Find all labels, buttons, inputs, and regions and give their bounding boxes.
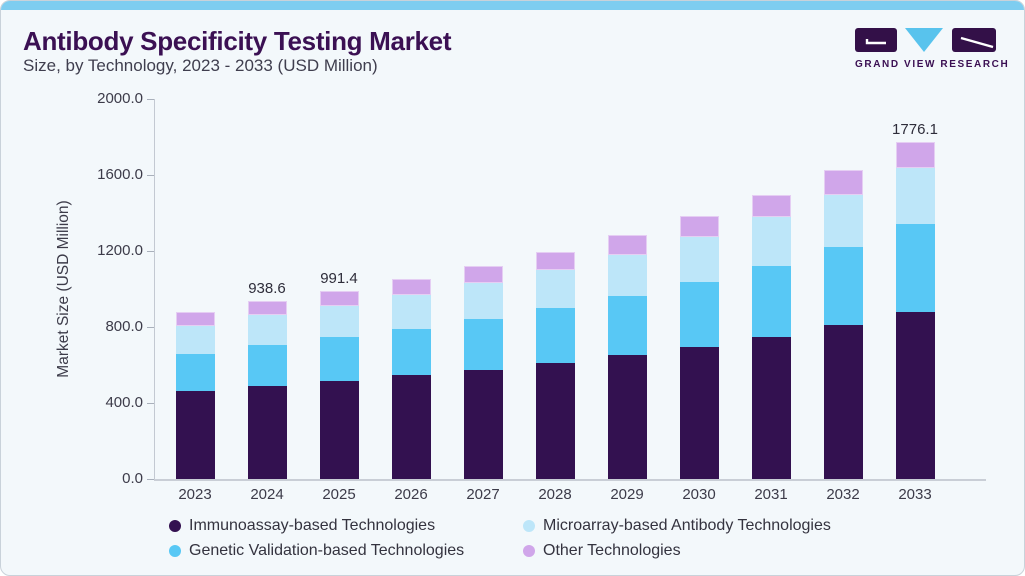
bar-segment-2024-other-technologies <box>247 300 287 316</box>
bar-segment-2028-microarray-based-antibody-technologies <box>535 270 575 309</box>
bar-segment-2030-genetic-validation-based-technologies <box>679 281 719 348</box>
x-tick-label-2024: 2024 <box>250 486 284 503</box>
legend-item-genetic-validation-based-technologies: Genetic Validation-based Technologies <box>169 541 464 560</box>
x-tick-label-2023: 2023 <box>178 486 212 503</box>
bar-segment-2030-other-technologies <box>679 216 719 238</box>
bar-segment-2024-microarray-based-antibody-technologies <box>247 315 287 345</box>
y-tick-label: 0.0 <box>122 470 143 487</box>
chart-title: Antibody Specificity Testing Market <box>23 26 452 56</box>
bar-segment-2031-other-technologies <box>751 194 791 218</box>
x-tick-label-2029: 2029 <box>610 486 644 503</box>
y-tick-mark <box>147 251 154 252</box>
bar-segment-2025-other-technologies <box>319 290 359 307</box>
x-tick-label-2032: 2032 <box>826 486 860 503</box>
chart-subtitle: Size, by Technology, 2023 - 2033 (USD Mi… <box>23 56 378 75</box>
legend-label: Other Technologies <box>543 542 681 559</box>
bar-segment-2031-genetic-validation-based-technologies <box>751 265 791 337</box>
bar-segment-2029-other-technologies <box>607 234 647 256</box>
bar-segment-2032-other-technologies <box>823 169 863 195</box>
bar-segment-2033-other-technologies <box>895 141 935 169</box>
bar-segment-2031-immunoassay-based-technologies <box>751 336 791 479</box>
y-tick-label: 400.0 <box>105 394 143 411</box>
bar-segment-2024-immunoassay-based-technologies <box>247 385 287 479</box>
bar-segment-2028-genetic-validation-based-technologies <box>535 308 575 364</box>
legend-item-microarray-based-antibody-technologies: Microarray-based Antibody Technologies <box>523 516 831 535</box>
bar-segment-2033-immunoassay-based-technologies <box>895 312 935 479</box>
bar-segment-2024-genetic-validation-based-technologies <box>247 344 287 386</box>
bar-total-label: 991.4 <box>320 269 358 287</box>
x-tick-label-2026: 2026 <box>394 486 428 503</box>
legend-label: Immunoassay-based Technologies <box>189 517 436 534</box>
legend-label: Microarray-based Antibody Technologies <box>543 517 831 534</box>
bar-segment-2032-genetic-validation-based-technologies <box>823 246 863 326</box>
y-axis-line <box>154 99 155 479</box>
y-tick-mark <box>147 479 154 480</box>
y-tick-label: 1600.0 <box>97 166 143 183</box>
bar-segment-2028-other-technologies <box>535 251 575 271</box>
legend-dot-genetic-validation-based-technologies <box>169 544 181 557</box>
bar-segment-2026-microarray-based-antibody-technologies <box>391 294 431 329</box>
y-tick-mark <box>147 99 154 100</box>
legend-dot-immunoassay-based-technologies <box>169 519 181 532</box>
bar-segment-2025-immunoassay-based-technologies <box>319 380 359 479</box>
x-tick-label-2033: 2033 <box>898 486 932 503</box>
bar-segment-2028-immunoassay-based-technologies <box>535 363 575 479</box>
y-tick-label: 800.0 <box>105 318 143 335</box>
bar-segment-2032-immunoassay-based-technologies <box>823 325 863 479</box>
x-tick-label-2027: 2027 <box>466 486 500 503</box>
legend-dot-microarray-based-antibody-technologies <box>523 519 535 532</box>
bar-segment-2029-microarray-based-antibody-technologies <box>607 255 647 296</box>
top-accent-strip <box>1 1 1024 10</box>
bar-segment-2029-immunoassay-based-technologies <box>607 354 647 479</box>
legend-item-other-technologies: Other Technologies <box>523 541 681 560</box>
x-tick-label-2030: 2030 <box>682 486 716 503</box>
y-tick-mark <box>147 403 154 404</box>
bar-segment-2023-microarray-based-antibody-technologies <box>175 326 215 354</box>
bar-segment-2026-immunoassay-based-technologies <box>391 375 431 479</box>
legend-label: Genetic Validation-based Technologies <box>189 542 465 559</box>
bar-segment-2025-microarray-based-antibody-technologies <box>319 306 359 338</box>
logo-mark-icon <box>855 28 996 52</box>
x-tick-label-2025: 2025 <box>322 486 356 503</box>
legend-item-immunoassay-based-technologies: Immunoassay-based Technologies <box>169 516 435 535</box>
y-tick-mark <box>147 327 154 328</box>
bar-segment-2033-genetic-validation-based-technologies <box>895 224 935 313</box>
x-tick-label-2028: 2028 <box>538 486 572 503</box>
bar-segment-2023-genetic-validation-based-technologies <box>175 353 215 392</box>
bar-segment-2029-genetic-validation-based-technologies <box>607 295 647 355</box>
bar-segment-2027-microarray-based-antibody-technologies <box>463 282 503 320</box>
bar-segment-2023-other-technologies <box>175 312 215 327</box>
bar-segment-2026-other-technologies <box>391 278 431 295</box>
bar-segment-2026-genetic-validation-based-technologies <box>391 328 431 376</box>
bar-total-label: 938.6 <box>248 279 286 297</box>
y-tick-label: 1200.0 <box>97 242 143 259</box>
bar-segment-2023-immunoassay-based-technologies <box>175 391 215 479</box>
bar-segment-2027-other-technologies <box>463 265 503 283</box>
bar-segment-2030-immunoassay-based-technologies <box>679 347 719 479</box>
x-axis-line <box>154 479 986 481</box>
bar-segment-2032-microarray-based-antibody-technologies <box>823 194 863 247</box>
bar-total-label: 1776.1 <box>892 120 938 138</box>
bar-segment-2027-genetic-validation-based-technologies <box>463 319 503 370</box>
brand-logo: GRAND VIEW RESEARCH <box>855 27 1010 73</box>
bar-segment-2033-microarray-based-antibody-technologies <box>895 168 935 225</box>
bar-segment-2030-microarray-based-antibody-technologies <box>679 237 719 282</box>
y-tick-label: 2000.0 <box>97 90 143 107</box>
y-axis-title: Market Size (USD Million) <box>55 200 72 378</box>
bar-segment-2031-microarray-based-antibody-technologies <box>751 217 791 266</box>
x-tick-label-2031: 2031 <box>754 486 788 503</box>
bar-segment-2027-immunoassay-based-technologies <box>463 369 503 479</box>
y-tick-mark <box>147 175 154 176</box>
logo-text: GRAND VIEW RESEARCH <box>855 59 1010 70</box>
bar-segment-2025-genetic-validation-based-technologies <box>319 337 359 381</box>
legend-dot-other-technologies <box>523 544 535 557</box>
